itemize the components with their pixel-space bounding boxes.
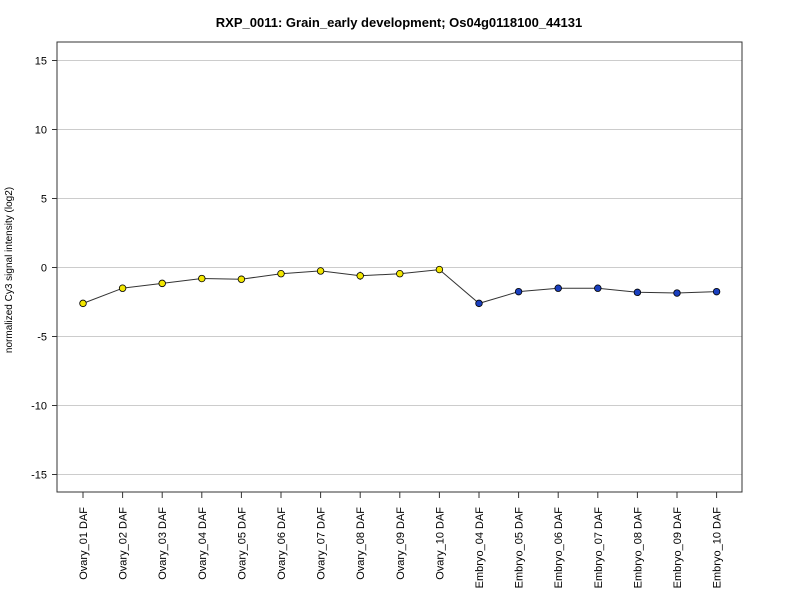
data-point <box>277 270 285 278</box>
x-tick-label: Embryo_07 DAF <box>593 507 605 589</box>
y-tick-label: 15 <box>35 56 47 68</box>
data-point <box>435 265 444 274</box>
grid-lines <box>57 60 742 475</box>
data-point <box>396 270 404 278</box>
data-point <box>79 299 87 308</box>
y-tick-label: -15 <box>31 470 47 482</box>
data-series <box>79 265 721 308</box>
x-tick-label: Embryo_10 DAF <box>712 507 724 589</box>
data-point <box>594 284 602 292</box>
x-tick-label: Ovary_09 DAF <box>395 507 407 580</box>
data-point <box>554 284 562 292</box>
data-point <box>316 267 325 275</box>
data-point <box>514 287 523 296</box>
y-tick-label: 0 <box>41 263 47 275</box>
data-point <box>118 284 127 292</box>
x-tick-label: Ovary_04 DAF <box>197 507 209 580</box>
x-tick-label: Embryo_08 DAF <box>632 507 644 589</box>
x-tick-label: Embryo_09 DAF <box>672 507 684 589</box>
y-tick-label: 10 <box>35 125 47 137</box>
x-tick-label: Ovary_06 DAF <box>276 507 288 580</box>
y-tick-label: -10 <box>31 401 47 413</box>
data-point <box>475 299 483 308</box>
x-tick-label: Embryo_06 DAF <box>553 507 565 589</box>
data-point <box>158 279 166 288</box>
data-point <box>712 287 721 296</box>
y-axis-label: normalized Cy3 signal intensity (log2) <box>4 187 15 353</box>
x-tick-label: Embryo_05 DAF <box>514 507 526 589</box>
y-axis: 15 10 5 0 -5 -10 -15 <box>31 56 57 482</box>
y-tick-label: -5 <box>37 332 47 344</box>
x-tick-label: Ovary_03 DAF <box>157 507 169 580</box>
x-tick-label: Ovary_07 DAF <box>316 507 328 580</box>
x-tick-label: Embryo_04 DAF <box>474 507 486 589</box>
data-point <box>198 274 206 283</box>
x-axis: Ovary_01 DAF Ovary_02 DAF Ovary_03 DAF Ovar… <box>78 492 724 588</box>
data-point <box>633 288 642 297</box>
data-point <box>673 289 681 297</box>
x-tick-label: Ovary_10 DAF <box>434 507 446 580</box>
x-tick-label: Ovary_01 DAF <box>78 507 90 580</box>
data-point <box>237 275 246 283</box>
x-tick-label: Ovary_08 DAF <box>355 507 367 580</box>
chart-title: RXP_0011: Grain_early development; Os04g… <box>216 15 582 30</box>
y-tick-label: 5 <box>41 194 47 206</box>
data-point <box>356 272 364 280</box>
x-tick-label: Ovary_02 DAF <box>118 507 130 580</box>
x-tick-label: Ovary_05 DAF <box>236 507 248 580</box>
